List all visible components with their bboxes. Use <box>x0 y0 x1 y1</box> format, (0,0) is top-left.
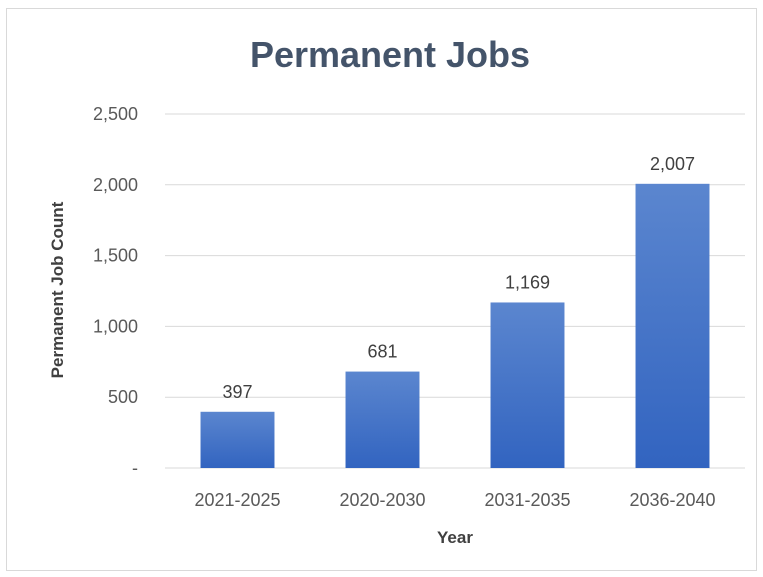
bar <box>490 302 565 468</box>
y-tick-label: - <box>132 458 138 478</box>
y-tick-label: 1,500 <box>93 246 138 266</box>
bar <box>635 183 710 468</box>
x-tick-label: 2036-2040 <box>629 490 715 510</box>
chart-frame <box>6 8 757 571</box>
x-tick-label: 2020-2030 <box>339 490 425 510</box>
bars <box>200 183 710 468</box>
bar <box>200 411 275 468</box>
chart-title: Permanent Jobs <box>250 34 530 75</box>
x-axis-ticks: 2021-2025 2020-2030 2031-2035 2036-2040 <box>194 490 715 510</box>
y-tick-label: 1,000 <box>93 316 138 336</box>
data-label: 681 <box>367 342 397 362</box>
y-axis-ticks: - 500 1,000 1,500 2,000 2,500 <box>93 104 138 478</box>
data-label: 1,169 <box>505 272 550 292</box>
x-axis-title: Year <box>437 528 473 547</box>
y-tick-label: 2,500 <box>93 104 138 124</box>
x-tick-label: 2021-2025 <box>194 490 280 510</box>
y-tick-label: 500 <box>108 387 138 407</box>
x-tick-label: 2031-2035 <box>484 490 570 510</box>
y-tick-label: 2,000 <box>93 175 138 195</box>
data-label: 397 <box>222 382 252 402</box>
bar <box>345 371 420 468</box>
y-axis-title: Permanent Job Count <box>48 201 67 378</box>
data-label: 2,007 <box>650 154 695 174</box>
data-labels: 397 681 1,169 2,007 <box>222 154 695 402</box>
